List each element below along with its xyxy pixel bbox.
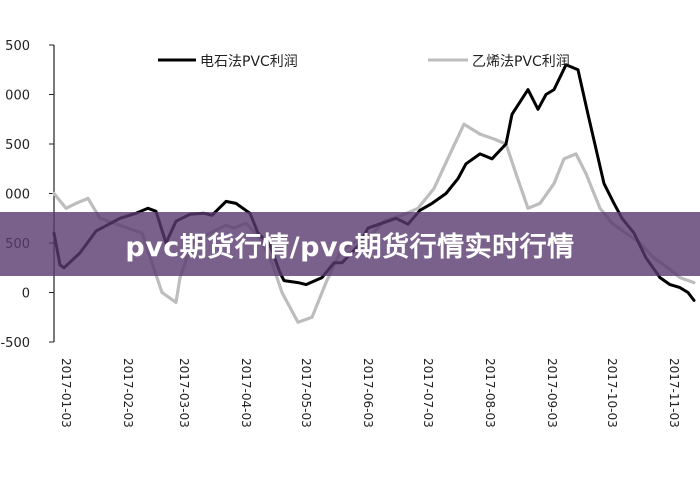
x-tick-label: 2017-02-03 — [121, 358, 135, 428]
x-tick-label: 2017-03-03 — [177, 358, 191, 428]
x-tick-label: 2017-06-03 — [361, 358, 375, 428]
series-layer — [52, 63, 696, 324]
y-tick-label: 000 — [5, 89, 30, 104]
x-tick-label: 2017-05-03 — [299, 358, 313, 428]
banner-title: pvc期货行情/pvc期货行情实时行情 — [125, 231, 575, 263]
y-axis-ticks: -5000500000500000500 — [0, 39, 54, 351]
y-tick-label: 500 — [5, 138, 30, 153]
x-tick-label: 2017-04-03 — [239, 358, 253, 428]
y-tick-label: 0 — [22, 287, 30, 302]
x-tick-label: 2017-11-03 — [667, 358, 681, 428]
legend-label-carbide: 电石法PVC利润 — [200, 54, 298, 70]
y-tick-label: 500 — [5, 39, 30, 54]
x-tick-label: 2017-01-03 — [59, 358, 73, 428]
y-tick-label: -500 — [0, 336, 30, 351]
y-tick-label: 000 — [5, 188, 30, 203]
title-banner: pvc期货行情/pvc期货行情实时行情 — [0, 212, 700, 276]
x-tick-label: 2017-09-03 — [545, 358, 559, 428]
legend: 电石法PVC利润 乙烯法PVC利润 — [158, 54, 570, 70]
legend-label-ethylene: 乙烯法PVC利润 — [472, 54, 570, 70]
x-tick-label: 2017-07-03 — [421, 358, 435, 428]
x-axis-ticks: 2017-01-03 2017-02-03 2017-03-03 2017-04-03… — [59, 358, 681, 428]
x-tick-label: 2017-08-03 — [483, 358, 497, 428]
x-tick-label: 2017-10-03 — [605, 358, 619, 428]
